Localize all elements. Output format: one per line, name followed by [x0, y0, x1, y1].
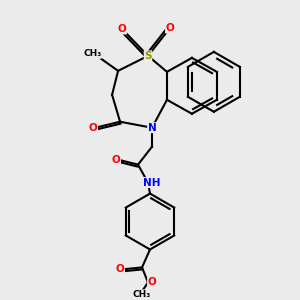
- Text: O: O: [112, 155, 120, 165]
- Text: NH: NH: [143, 178, 161, 188]
- Text: CH₃: CH₃: [133, 290, 151, 299]
- Text: N: N: [148, 123, 156, 133]
- Text: O: O: [148, 278, 156, 287]
- Text: O: O: [89, 123, 98, 133]
- Text: S: S: [144, 51, 152, 61]
- Text: O: O: [166, 23, 174, 33]
- Text: O: O: [116, 264, 124, 274]
- Text: CH₃: CH₃: [83, 50, 101, 58]
- Text: O: O: [118, 24, 126, 34]
